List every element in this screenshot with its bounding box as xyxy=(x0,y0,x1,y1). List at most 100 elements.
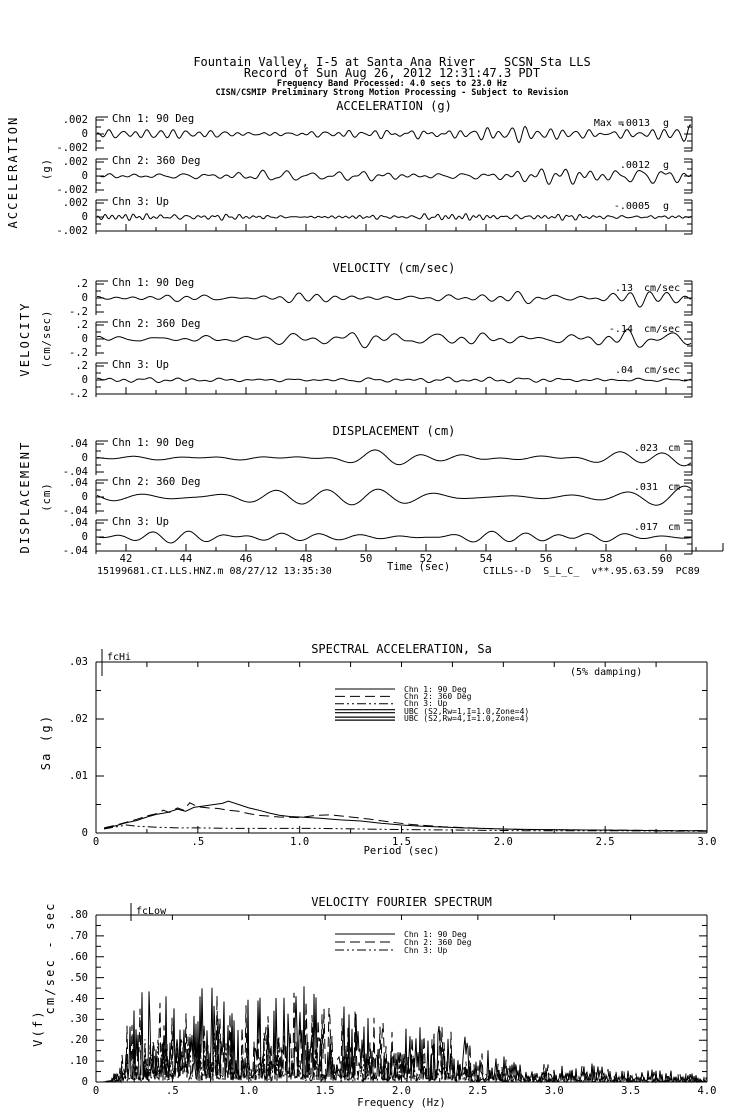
acceleration-plot-title: ACCELERATION (g) xyxy=(336,99,452,113)
vf-x-tick-label: 3.0 xyxy=(544,1085,564,1097)
channel-label: Chn 3: Up xyxy=(112,196,169,208)
time-tick-label: 48 xyxy=(299,553,313,565)
y-tick-label: -.002 xyxy=(56,142,88,154)
vf-x-tick-label: 1.5 xyxy=(315,1085,335,1097)
y-tick-label: .002 xyxy=(62,114,88,126)
time-tick-label: 52 xyxy=(419,553,433,565)
vf-y-tick-label: .50 xyxy=(69,971,88,984)
y-tick-label: -.002 xyxy=(56,225,88,237)
max-unit-label: cm/sec xyxy=(644,365,681,376)
time-tick-label: 44 xyxy=(179,553,193,565)
vf-x-tick-label: 2.0 xyxy=(392,1085,411,1097)
time-axis-label: Time (sec) xyxy=(387,561,451,573)
vf-y-tick-label: .80 xyxy=(69,909,88,921)
time-tick-label: 46 xyxy=(239,553,253,565)
time-tick-label: 58 xyxy=(599,553,613,565)
max-value-label: .0013 xyxy=(619,118,650,129)
y-tick-label: .04 xyxy=(69,477,88,489)
vf-x-tick-label: 3.5 xyxy=(621,1085,641,1097)
y-tick-label: .04 xyxy=(69,438,88,450)
damping-note: (5% damping) xyxy=(570,667,643,678)
vf-y-tick-label: .20 xyxy=(69,1034,88,1047)
sa-x-tick-label: 1.0 xyxy=(290,836,310,848)
y-tick-label: -.04 xyxy=(62,545,88,557)
sa-y-tick-label: .01 xyxy=(69,770,88,782)
sa-legend-label: Chn 1: 90 Deg xyxy=(404,684,467,694)
y-tick-label: 0 xyxy=(81,211,88,223)
vf-x-tick-label: 0 xyxy=(92,1085,100,1097)
y-tick-label: .2 xyxy=(75,319,88,331)
channel-label: Chn 2: 360 Deg xyxy=(112,155,201,167)
vf-legend-label: Chn 2: 360 Deg xyxy=(404,937,472,947)
report-disclaimer: CISN/CSMIP Preliminary Strong Motion Pro… xyxy=(215,88,569,98)
y-tick-label: .2 xyxy=(75,360,88,372)
y-tick-label: -.002 xyxy=(56,184,88,196)
time-tick-label: 54 xyxy=(479,553,493,565)
vf-x-tick-label: .5 xyxy=(166,1085,179,1097)
fourier-spectrum-title: VELOCITY FOURIER SPECTRUM xyxy=(311,895,492,909)
channel-label: Chn 3: Up xyxy=(112,516,169,528)
vf-x-tick-label: 1.0 xyxy=(239,1085,259,1097)
y-tick-label: 0 xyxy=(81,333,88,345)
channel-label: Chn 3: Up xyxy=(112,359,169,371)
max-value-label: .023 xyxy=(633,443,658,454)
vf-legend-label: Chn 3: Up xyxy=(404,945,448,955)
y-tick-label: -.2 xyxy=(69,388,88,400)
channel-label: Chn 1: 90 Deg xyxy=(112,437,195,449)
report-frequency-band: Frequency Band Processed: 4.0 secs to 23… xyxy=(276,79,508,89)
y-tick-label: .2 xyxy=(75,278,88,290)
vf-y-tick-label: .10 xyxy=(69,1055,88,1068)
max-value-label: -.14 xyxy=(608,324,633,335)
sa-legend-label: UBC (S2,Rw=1,I=1.0,Zone=4) xyxy=(404,706,530,716)
max-unit-label: cm xyxy=(668,443,681,454)
report-title-line2: Record of Sun Aug 26, 2012 12:31:47.3 PD… xyxy=(243,66,541,80)
frequency-axis-label: Frequency (Hz) xyxy=(357,1097,446,1109)
sa-x-tick-label: .5 xyxy=(191,836,205,848)
max-value-label: .13 xyxy=(614,283,633,294)
time-tick-label: 42 xyxy=(119,553,133,565)
time-tick-label: 50 xyxy=(359,553,373,565)
max-unit-label: cm/sec xyxy=(644,324,681,335)
time-tick-label: 60 xyxy=(659,553,673,565)
velocity-plot-title: VELOCITY (cm/sec) xyxy=(332,261,456,275)
sa-x-tick-label: 2.5 xyxy=(595,836,615,848)
vf-x-tick-label: 2.5 xyxy=(468,1085,488,1097)
y-tick-label: 0 xyxy=(81,374,88,386)
channel-label: Chn 1: 90 Deg xyxy=(112,277,195,289)
spectral-acceleration-title: SPECTRAL ACCELERATION, Sa xyxy=(311,642,492,656)
max-unit-label: cm xyxy=(668,522,681,533)
y-tick-label: .002 xyxy=(62,197,88,209)
vf-y-tick-label: 0 xyxy=(81,1076,88,1088)
y-tick-label: 0 xyxy=(81,292,88,304)
sa-legend-label: Chn 3: Up xyxy=(404,699,448,709)
y-tick-label: .002 xyxy=(62,156,88,168)
y-tick-label: -.04 xyxy=(62,505,88,517)
vf-y-tick-label: .60 xyxy=(69,950,88,963)
sa-legend-label: Chn 2: 360 Deg xyxy=(404,691,472,701)
vf-y-tick-label: .30 xyxy=(69,1013,88,1026)
time-tick-label: 56 xyxy=(539,553,553,565)
footer-processing-code: CILLS--D S_L_C_ v**.95.63.59 PC89 xyxy=(483,566,700,577)
max-prefix-label: Max = xyxy=(593,118,624,129)
sa-x-tick-label: 2.0 xyxy=(493,836,513,848)
fchi-cutoff-label: fcHi xyxy=(107,652,132,663)
max-unit-label: g xyxy=(663,201,670,212)
vf-y-tick-label: .70 xyxy=(69,929,88,942)
max-value-label: .031 xyxy=(633,482,658,493)
vf-legend-label: Chn 1: 90 Deg xyxy=(404,929,467,939)
channel-label: Chn 2: 360 Deg xyxy=(112,476,201,488)
sa-x-tick-label: 3.0 xyxy=(697,836,717,848)
y-tick-label: 0 xyxy=(81,452,88,464)
sa-y-tick-label: 0 xyxy=(81,827,88,839)
channel-label: Chn 1: 90 Deg xyxy=(112,113,195,125)
max-value-label: .017 xyxy=(633,522,658,533)
footer-record-id: 15199681.CI.LLS.HNZ.m 08/27/12 13:35:30 xyxy=(97,566,332,577)
channel-label: Chn 2: 360 Deg xyxy=(112,318,201,330)
sa-y-tick-label: .02 xyxy=(69,713,88,725)
sa-x-tick-label: 0 xyxy=(92,836,100,848)
max-value-label: .0012 xyxy=(619,160,650,171)
period-axis-label: Period (sec) xyxy=(363,845,440,857)
max-unit-label: g xyxy=(663,118,670,129)
